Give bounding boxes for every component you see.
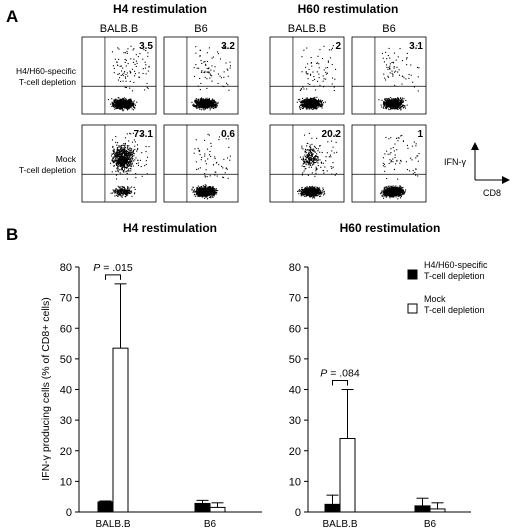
y-tick-label: 10 (60, 476, 72, 488)
significance-bracket (105, 274, 121, 280)
panel-a-letter: A (6, 7, 18, 26)
y-tick-label: 20 (60, 446, 72, 458)
quadrant-percentage: 73.1 (134, 129, 154, 140)
y-tick-label: 30 (289, 415, 301, 427)
event-cloud (378, 45, 420, 111)
row-label: Mock (56, 154, 77, 164)
bar (97, 501, 114, 513)
dot-plot: 1 (351, 124, 427, 203)
p-value-annotation: P = .015 (93, 262, 133, 274)
p-value-symbol: P (320, 368, 327, 380)
event-cloud (191, 45, 231, 111)
quadrant-percentage: 1 (417, 129, 423, 140)
row-label: T-cell depletion (19, 165, 76, 175)
row-label: T-cell depletion (19, 77, 76, 87)
quadrant-percentage: 0.6 (221, 129, 235, 140)
y-tick-label: 50 (289, 354, 301, 366)
dot-plot: 73.1 (81, 124, 157, 203)
y-axis-label: IFN-γ producing cells (% of CD8+ cells) (40, 297, 52, 481)
quadrant-percentage: 3.1 (409, 41, 423, 52)
p-value-text: = .084 (327, 368, 360, 380)
y-tick-label: 30 (60, 415, 72, 427)
y-tick-label: 40 (289, 385, 301, 397)
bar-chart: H60 restimulation 0 10 20 30 40 50 60 70 80 BALB.B… (289, 221, 471, 530)
x-tick-label: B6 (424, 519, 437, 530)
dot-plot: 0.6 (163, 124, 239, 203)
legend-label: T-cell depletion (424, 305, 485, 315)
event-cloud (107, 45, 150, 112)
legend-swatch (407, 269, 418, 280)
x-tick-label: BALB.B (322, 519, 357, 530)
strain-label: BALB.B (288, 23, 327, 35)
event-cloud (110, 132, 150, 198)
bar (339, 438, 356, 513)
y-tick-label: 70 (289, 293, 301, 305)
bar (324, 503, 341, 513)
arrow-head-icon (471, 142, 479, 150)
legend-label: T-cell depletion (424, 271, 485, 281)
dot-plot: 20.2 (269, 124, 345, 203)
quadrant-percentage: 20.2 (322, 129, 342, 140)
legend-label: H4/H60-specific (424, 260, 488, 270)
p-value-text: = .015 (100, 262, 133, 274)
p-value-annotation: P = .084 (320, 368, 360, 380)
y-tick-label: 60 (289, 323, 301, 335)
panel-b-letter: B (6, 225, 18, 244)
quadrant-percentage: 3.2 (221, 41, 235, 52)
dot-plot: 3.5 (81, 36, 157, 115)
chart-title: H4 restimulation (123, 221, 217, 235)
x-tick-label: B6 (204, 519, 217, 530)
group-title: H60 restimulation (298, 2, 399, 16)
dot-plot: 3.2 (163, 36, 239, 115)
x-tick-label: BALB.B (95, 519, 130, 530)
event-cloud (191, 133, 231, 200)
y-tick-label: 80 (60, 262, 72, 274)
bar (209, 506, 226, 513)
group-title: H4 restimulation (113, 2, 207, 16)
y-tick-label: 20 (289, 446, 301, 458)
bar (112, 347, 129, 513)
strain-label: B6 (382, 23, 395, 35)
cd8-axis-label: CD8 (483, 188, 501, 198)
y-tick-label: 0 (66, 507, 72, 519)
dot-plot: 3.1 (351, 36, 427, 115)
event-cloud (297, 132, 338, 199)
legend-label: Mock (424, 294, 446, 304)
y-tick-label: 40 (60, 385, 72, 397)
event-cloud (296, 45, 337, 110)
bar (194, 502, 211, 513)
significance-bracket (332, 380, 348, 386)
y-tick-label: 80 (289, 262, 301, 274)
legend-swatch (407, 303, 418, 314)
y-tick-label: 10 (289, 476, 301, 488)
event-cloud (380, 134, 420, 200)
bar-chart: H4 restimulation 0 10 20 30 40 50 60 70 80 BALB.B B… (60, 221, 262, 530)
bar (429, 508, 446, 513)
y-tick-label: 50 (60, 354, 72, 366)
row-label: H4/H60-specific (16, 66, 77, 76)
p-value-symbol: P (93, 262, 100, 274)
y-tick-label: 0 (295, 507, 301, 519)
quadrant-percentage: 3.5 (139, 41, 153, 52)
arrow-head-icon (502, 176, 510, 184)
y-tick-label: 60 (60, 323, 72, 335)
dot-plot: 2 (269, 36, 345, 115)
chart-title: H60 restimulation (340, 221, 441, 235)
quadrant-percentage: 2 (335, 41, 341, 52)
strain-label: BALB.B (100, 23, 139, 35)
strain-label: B6 (194, 23, 207, 35)
ifn-gamma-axis-label: IFN-γ (444, 157, 466, 167)
bar (414, 505, 431, 513)
y-tick-label: 70 (60, 293, 72, 305)
